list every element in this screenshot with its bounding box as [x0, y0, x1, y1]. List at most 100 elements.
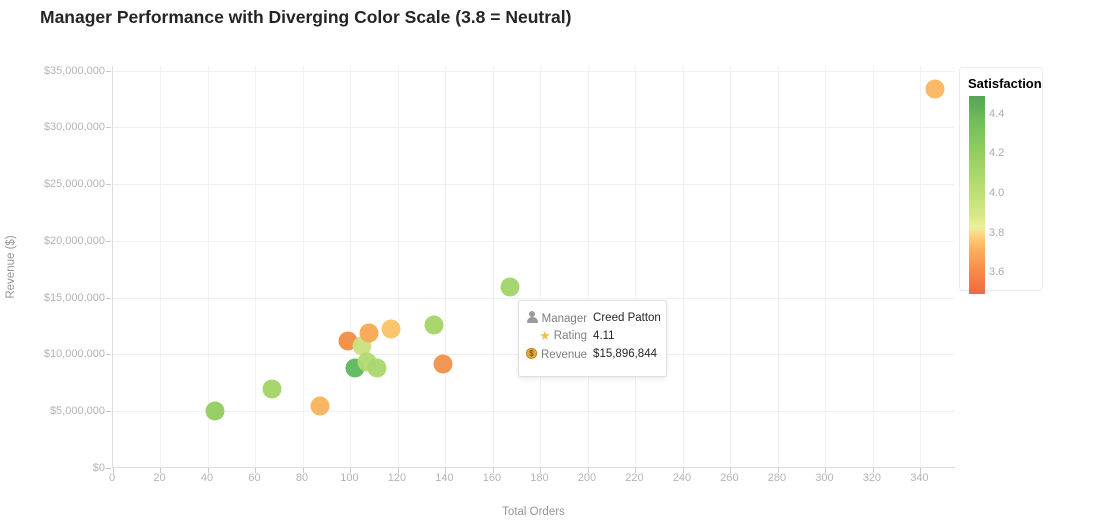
scatter-point[interactable] — [381, 319, 401, 339]
x-tick-label: 300 — [815, 472, 834, 484]
scatter-point[interactable] — [925, 79, 945, 99]
star-icon: ★ — [539, 327, 551, 343]
scatter-point[interactable] — [310, 396, 330, 416]
x-tick-label: 320 — [862, 472, 882, 484]
x-gridline — [777, 66, 779, 467]
x-tick-mark — [920, 468, 922, 473]
y-tick-label: $20,000,000 — [43, 234, 105, 247]
x-tick-mark — [682, 468, 684, 473]
x-tick-label: 260 — [720, 472, 739, 484]
y-gridline — [113, 411, 955, 413]
x-gridline — [682, 66, 684, 467]
x-gridline — [350, 66, 352, 467]
tooltip-label: Revenue — [541, 348, 588, 361]
x-tick-mark — [207, 468, 209, 473]
x-gridline — [445, 66, 447, 467]
scatter-point[interactable] — [359, 323, 379, 343]
legend-tick-label: 4.2 — [989, 147, 1005, 160]
x-gridline — [730, 66, 732, 467]
tooltip-value-manager: Creed Patton — [593, 311, 661, 324]
y-tick-label: $35,000,000 — [43, 64, 105, 77]
y-tick-mark — [106, 127, 111, 129]
y-tick-label: $25,000,000 — [43, 178, 105, 191]
x-tick-label: 100 — [340, 472, 359, 484]
x-gridline — [492, 66, 494, 467]
x-tick-label: 340 — [910, 472, 929, 484]
x-tick-label: 240 — [672, 472, 692, 484]
y-tick-mark — [106, 240, 111, 242]
scatter-point[interactable] — [205, 401, 225, 421]
legend-tick-label: 4.4 — [989, 107, 1005, 120]
tooltip-label: Rating — [553, 329, 588, 342]
x-tick-mark — [113, 468, 114, 473]
color-legend: Satisfaction 4.4 4.2 4.0 3.8 3.6 — [959, 67, 1043, 294]
tooltip-value-revenue: $15,896,844 — [593, 347, 657, 360]
scatter-point[interactable] — [262, 379, 282, 398]
y-gridline — [113, 184, 955, 186]
scatter-point[interactable] — [367, 358, 387, 378]
x-tick-label: 0 — [108, 472, 116, 484]
y-tick-mark — [106, 297, 111, 299]
money-bag-icon: $ — [525, 347, 538, 359]
legend-title: Satisfaction — [968, 76, 1042, 91]
person-icon — [526, 310, 539, 323]
tooltip-row-manager: Manager Creed Patton — [525, 308, 661, 327]
plot-area — [106, 66, 955, 473]
legend-tick-label: 4.0 — [989, 187, 1005, 200]
x-tick-mark — [777, 468, 779, 473]
x-tick-label: 120 — [387, 472, 407, 484]
x-axis-title: Total Orders — [502, 506, 565, 518]
chart-title: Manager Performance with Diverging Color… — [40, 7, 572, 27]
scatter-point[interactable] — [433, 354, 453, 374]
legend-tick-label: 3.6 — [989, 266, 1005, 279]
x-tick-mark — [445, 468, 447, 473]
x-tick-mark — [492, 468, 494, 473]
x-gridline — [635, 66, 637, 467]
x-tick-mark — [825, 468, 827, 473]
tooltip-value-rating: 4.11 — [593, 329, 615, 342]
x-tick-label: 200 — [577, 472, 597, 484]
y-tick-label: $5,000,000 — [49, 405, 105, 418]
y-tick-label: $0 — [92, 462, 105, 474]
x-tick-mark — [160, 468, 162, 473]
y-tick-mark — [106, 468, 111, 469]
legend-tick-label: 3.8 — [989, 226, 1005, 239]
y-gridline — [113, 297, 955, 299]
y-axis-title: Revenue ($) — [5, 235, 17, 299]
x-tick-label: 160 — [482, 472, 502, 484]
x-tick-label: 140 — [435, 472, 454, 484]
x-gridline — [587, 66, 589, 467]
x-gridline — [872, 66, 874, 467]
x-tick-mark — [255, 468, 257, 473]
x-tick-mark — [635, 468, 637, 473]
x-tick-mark — [350, 468, 352, 473]
scatter-point[interactable] — [500, 277, 520, 297]
y-gridline — [113, 127, 955, 129]
tooltip-label: Manager — [541, 312, 588, 325]
x-tick-label: 220 — [625, 472, 644, 484]
x-gridline — [160, 66, 162, 467]
y-gridline — [113, 240, 955, 242]
legend-gradient-bar — [969, 96, 985, 294]
x-gridline — [207, 66, 209, 467]
y-tick-mark — [106, 184, 111, 186]
scatter-point[interactable] — [424, 315, 444, 335]
x-tick-mark — [397, 468, 399, 473]
x-gridline — [302, 66, 304, 467]
x-tick-mark — [730, 468, 732, 473]
y-tick-mark — [106, 70, 111, 72]
tooltip: Manager Creed Patton ★ Rating 4.11 $ Reven… — [518, 300, 667, 377]
tooltip-row-revenue: $ Revenue $15,896,844 — [525, 344, 661, 363]
x-tick-mark — [540, 468, 542, 473]
y-tick-mark — [106, 411, 111, 413]
x-tick-label: 20 — [153, 472, 166, 484]
x-tick-mark — [872, 468, 874, 473]
tooltip-row-rating: ★ Rating 4.11 — [525, 327, 661, 344]
y-tick-mark — [106, 354, 111, 356]
x-tick-label: 80 — [295, 472, 309, 484]
x-tick-label: 60 — [248, 472, 261, 484]
x-gridline — [397, 66, 399, 467]
y-tick-label: $10,000,000 — [43, 348, 105, 361]
x-gridline — [920, 66, 922, 467]
